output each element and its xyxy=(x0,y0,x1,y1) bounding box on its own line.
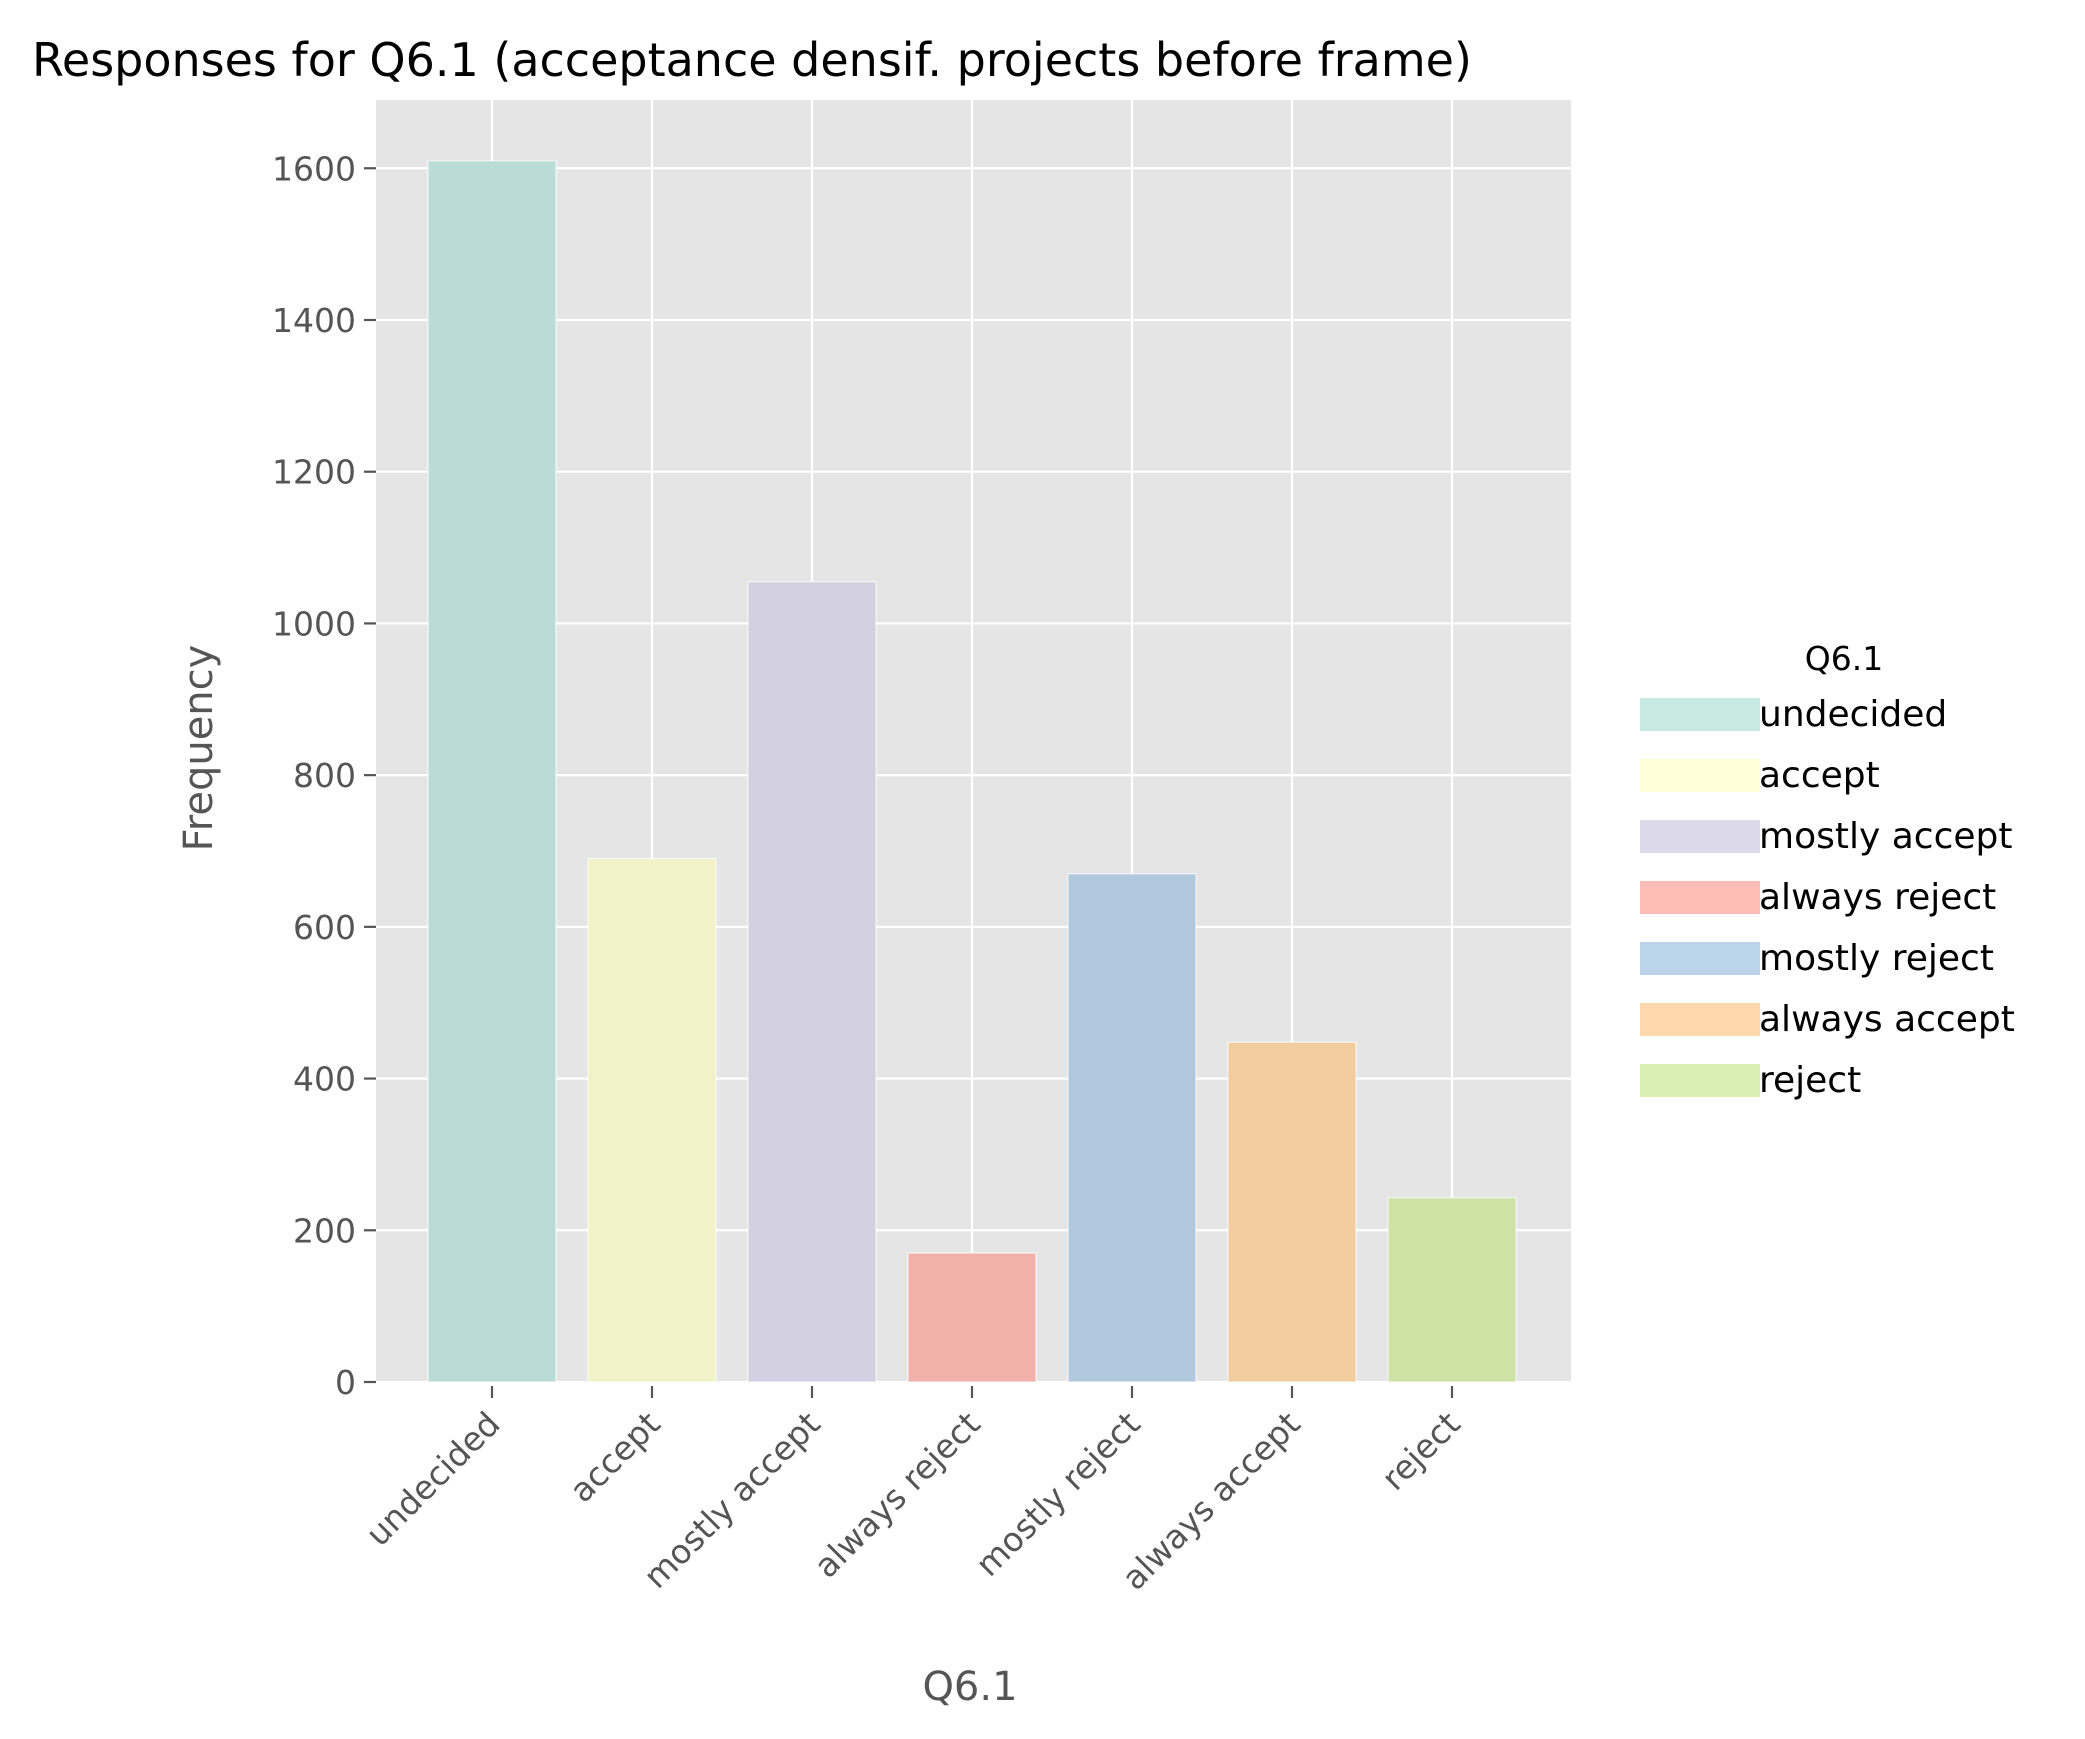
bar-mostly-accept xyxy=(747,580,877,1383)
y-tick-label: 800 xyxy=(293,756,356,795)
legend-swatch xyxy=(1640,942,1760,975)
legend-label: undecided xyxy=(1759,694,1947,735)
bar-mostly-reject xyxy=(1067,873,1197,1383)
bar-undecided xyxy=(427,159,557,1383)
legend-swatch xyxy=(1640,698,1760,731)
bar-always-accept xyxy=(1227,1041,1357,1383)
legend-label: always reject xyxy=(1759,877,1996,918)
legend-swatch xyxy=(1640,1003,1760,1036)
legend-label: reject xyxy=(1759,1060,1861,1101)
legend-swatch xyxy=(1640,759,1760,792)
legend-title: Q6.1 xyxy=(1805,639,1883,678)
y-axis-label: Frequency xyxy=(176,645,222,852)
legend-label: mostly accept xyxy=(1759,816,2012,857)
legend-label: mostly reject xyxy=(1759,938,1994,979)
y-tick-label: 1400 xyxy=(272,301,356,340)
legend-label: accept xyxy=(1759,755,1880,796)
x-tick-label: undecided xyxy=(358,1404,508,1554)
y-tick-label: 400 xyxy=(293,1060,356,1099)
y-tick-label: 0 xyxy=(335,1363,356,1402)
bars xyxy=(427,159,1517,1383)
legend-swatch xyxy=(1640,820,1760,853)
x-tick-label: reject xyxy=(1374,1404,1468,1498)
bar-always-reject xyxy=(907,1252,1037,1383)
y-tick-label: 600 xyxy=(293,908,356,947)
legend-swatch xyxy=(1640,881,1760,914)
bar-reject xyxy=(1387,1196,1517,1383)
y-tick-label: 200 xyxy=(293,1211,356,1250)
legend-label: always accept xyxy=(1759,999,2015,1040)
plot-area xyxy=(376,100,1571,1382)
y-tick-label: 1600 xyxy=(272,149,356,188)
y-tick-label: 1200 xyxy=(272,453,356,492)
legend-swatch xyxy=(1640,1064,1760,1097)
bar-accept xyxy=(587,857,717,1383)
chart-title: Responses for Q6.1 (acceptance densif. p… xyxy=(32,33,1472,87)
x-tick-label: accept xyxy=(562,1404,668,1510)
x-tick-label: mostly reject xyxy=(968,1404,1148,1584)
x-axis-label: Q6.1 xyxy=(922,1664,1017,1710)
y-axis-ticks: 0 200 400 600 800 1000 1200 1400 1600 xyxy=(272,149,376,1402)
x-tick-label: always reject xyxy=(806,1404,987,1585)
y-tick-label: 1000 xyxy=(272,604,356,643)
legend: Q6.1 undecided accept mostly accept always … xyxy=(1640,639,2015,1101)
